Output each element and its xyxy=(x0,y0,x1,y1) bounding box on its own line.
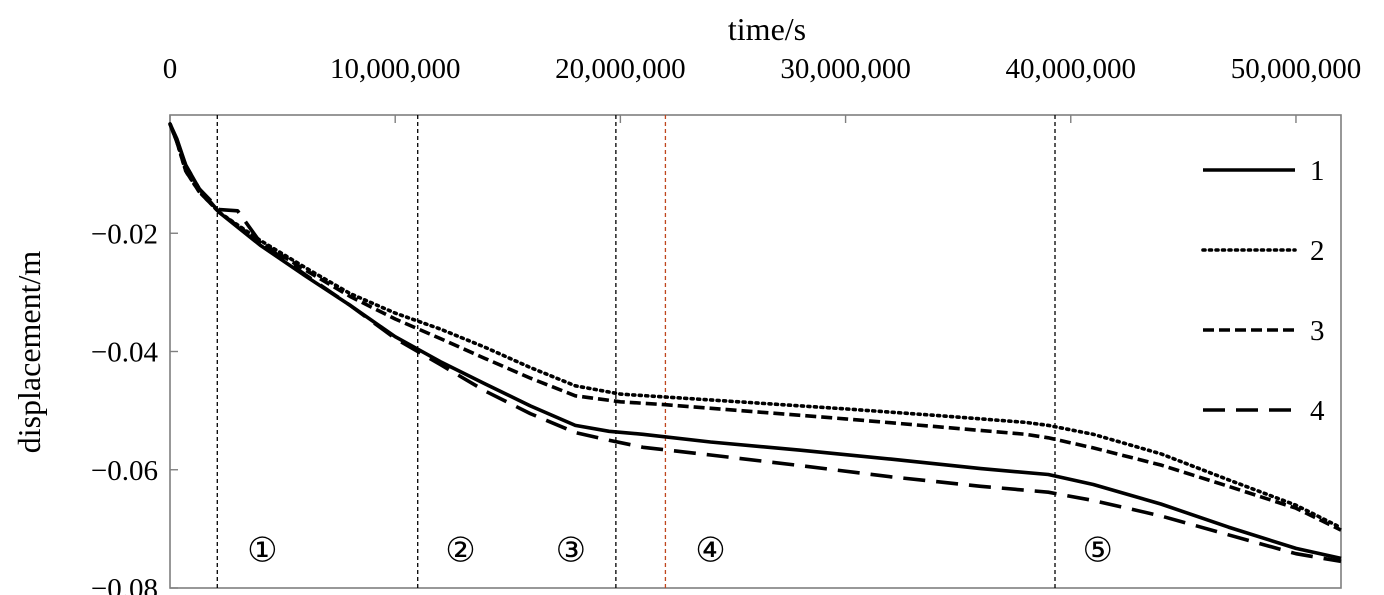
axes: 0 10,000,000 20,000,000 30,000,000 40,000,00… xyxy=(91,53,1361,595)
legend-label-4: 4 xyxy=(1310,395,1325,427)
series-line-4 xyxy=(168,123,1342,564)
y-tick-label: −0.04 xyxy=(91,337,159,369)
legend-label-3: 3 xyxy=(1310,315,1325,347)
series-line-1 xyxy=(168,123,1342,561)
y-tick-label: −0.08 xyxy=(91,573,158,595)
x-tick-label: 10,000,000 xyxy=(330,53,461,85)
x-tick-label: 30,000,000 xyxy=(780,53,911,85)
legend: 1 2 3 4 xyxy=(1201,155,1325,427)
phase-label: ③ xyxy=(556,530,586,570)
y-tick-label: −0.02 xyxy=(91,218,158,250)
y-axis-title: displacement/m xyxy=(11,251,47,454)
phase-label: ② xyxy=(445,530,475,570)
series-line-2 xyxy=(168,122,1343,530)
x-tick-label: 0 xyxy=(163,53,178,85)
series-lines xyxy=(168,122,1343,564)
phase-markers: ① ② ③ ④ ⑤ xyxy=(216,115,1113,588)
phase-label: ⑤ xyxy=(1083,530,1113,570)
x-axis-title: time/s xyxy=(728,11,806,47)
phase-label: ① xyxy=(247,530,277,570)
legend-label-2: 2 xyxy=(1310,235,1325,267)
x-tick-label: 20,000,000 xyxy=(555,53,686,85)
x-tick-label: 50,000,000 xyxy=(1231,53,1362,85)
series-line-3 xyxy=(168,123,1342,532)
phase-label: ④ xyxy=(695,530,725,570)
legend-label-1: 1 xyxy=(1310,155,1325,187)
y-tick-label: −0.06 xyxy=(91,455,158,487)
x-tick-label: 40,000,000 xyxy=(1006,53,1137,85)
